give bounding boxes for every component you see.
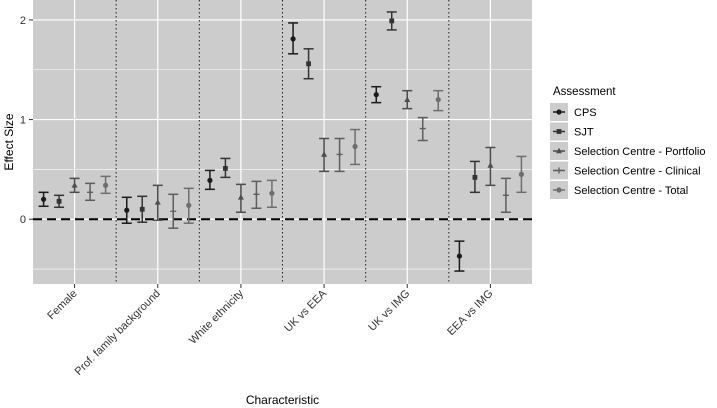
point-estimate [502,192,509,199]
y-axis: 0 1 2 [20,15,33,226]
x-tick-label: UK vs IMG [366,288,412,334]
point-estimate [102,182,109,188]
y-tick-label: 1 [20,115,26,127]
point-estimate [139,206,145,212]
point-estimate [404,96,411,102]
y-axis-title: Effect Size [2,113,16,170]
point-estimate [124,207,130,213]
point-estimate [487,162,494,168]
y-tick-label: 0 [20,214,26,226]
point-estimate [419,125,426,132]
series-selection-centre-clinical [85,116,511,229]
x-tick-label: Female [45,288,79,322]
point-estimate [389,18,395,24]
point-estimate [518,171,525,177]
point-estimate [207,177,213,183]
legend-entry-label: SJT [574,127,594,139]
legend-key-marker [556,129,562,134]
point-estimate [373,92,379,98]
point-estimate [253,191,260,198]
y-tick-label: 2 [20,15,26,27]
legend-key-marker [556,187,562,193]
point-estimate [154,199,161,205]
point-estimate [306,61,311,67]
x-tick-label: UK vs EEA [282,287,329,334]
point-estimate [56,198,62,204]
legend-key-marker [556,109,562,115]
series-selection-centre-portfolio [69,89,496,221]
series-cps [38,22,465,272]
legend: Assessment CPS SJT Selection Centre - Port… [550,86,705,199]
legend-title: Assessment [553,86,616,98]
point-estimate [321,151,328,157]
data-marks [38,11,527,272]
point-estimate [170,208,177,215]
point-estimate [472,174,478,180]
legend-key-marker [556,167,562,174]
legend-entry-label: CPS [574,107,597,119]
legend-entry-label: Selection Centre - Clinical [574,166,701,178]
point-estimate [71,182,78,188]
point-estimate [336,151,343,158]
legend-entry-label: Selection Centre - Portfolio [574,146,705,158]
point-estimate [237,194,244,200]
x-tick-label: EEA vs IMG [445,288,495,338]
category-separators [115,0,450,284]
point-estimate [435,97,441,103]
point-estimate [186,202,192,208]
point-estimate [269,190,275,196]
series-selection-centre-total [100,89,527,224]
x-tick-label: White ethnicity [187,287,246,346]
x-axis-title: Characteristic [246,393,319,407]
point-estimate [352,143,358,150]
legend-entry-label: Selection Centre - Total [574,185,688,197]
point-estimate [456,253,463,259]
point-estimate [290,36,296,42]
x-tick-label: Prof. family background [73,288,163,378]
point-estimate [223,166,228,171]
series-sjt [54,11,480,223]
legend-key-marker [556,147,562,154]
point-estimate [87,189,94,196]
point-estimate [40,196,47,202]
